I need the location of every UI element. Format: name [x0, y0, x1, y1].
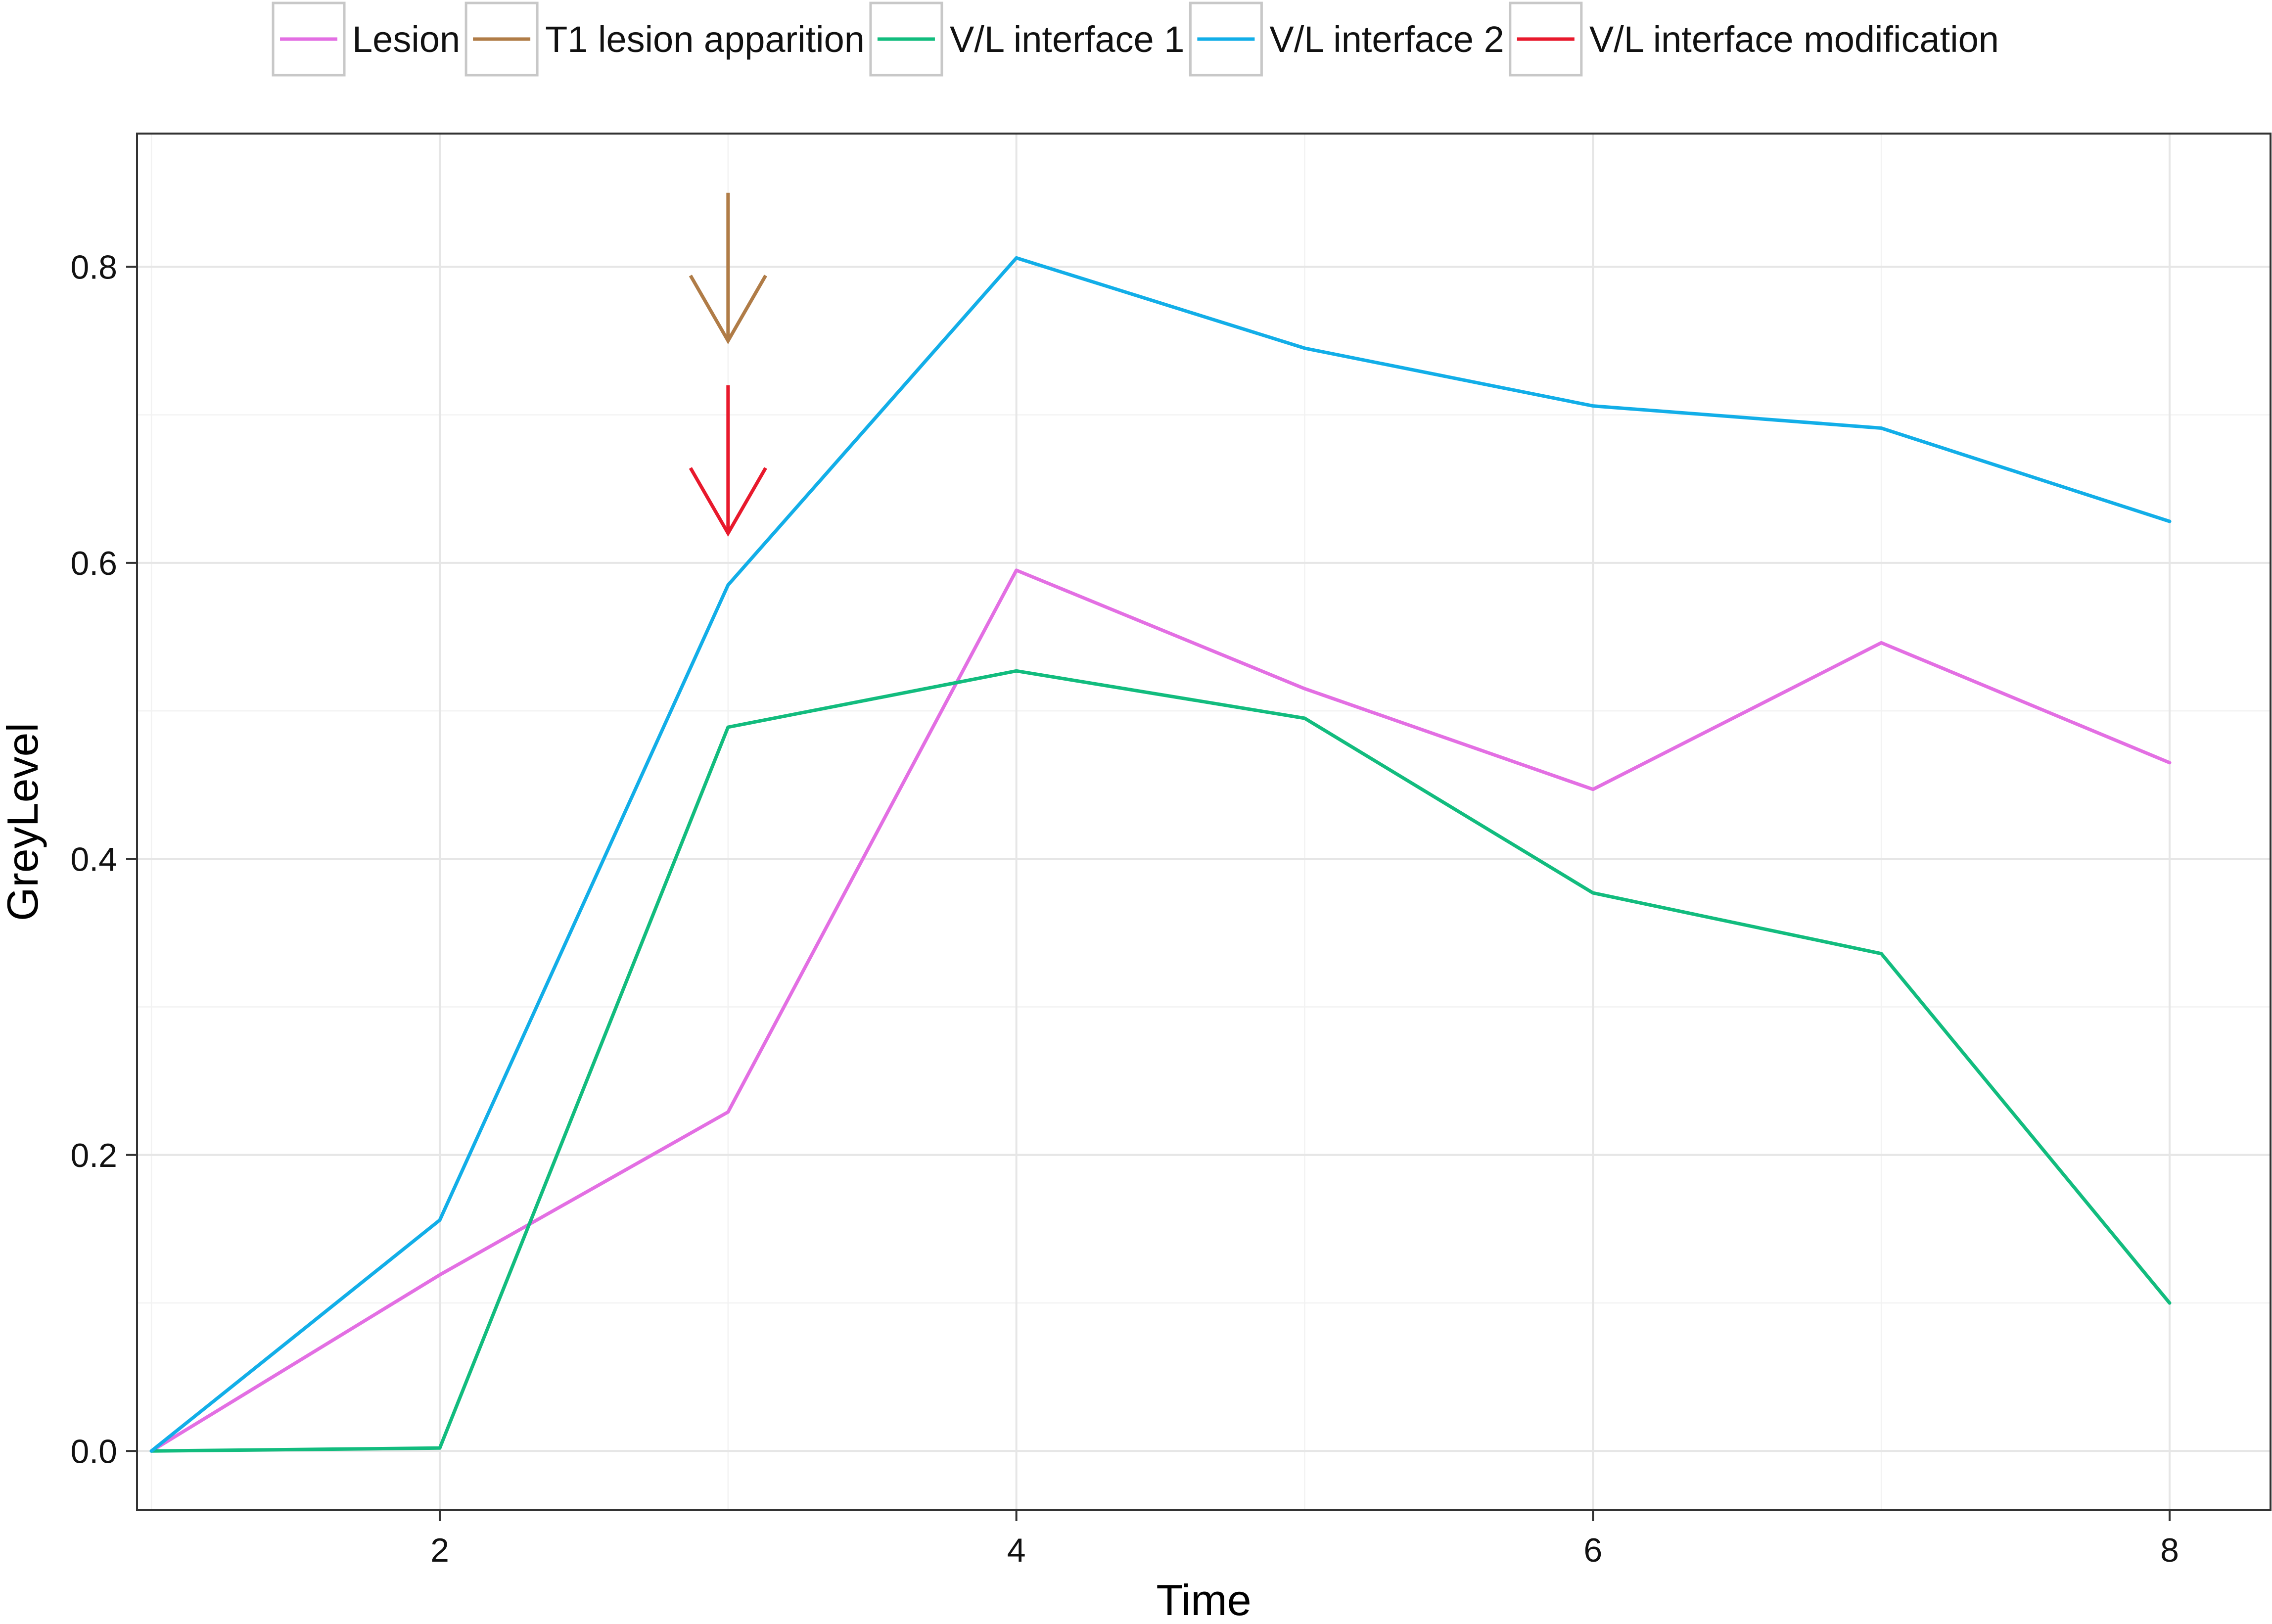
- x-tick-label: 6: [1583, 1531, 1602, 1569]
- legend: Lesion T1 lesion apparition V/L interface …: [272, 1, 1999, 77]
- series-layer: [149, 192, 2172, 1453]
- legend-label: V/L interface 2: [1269, 19, 1504, 60]
- y-axis-title: GreyLevel: [0, 723, 47, 921]
- arrow-v-l-interface-modification: [689, 385, 767, 537]
- x-axis: 2 4 6 8: [430, 1510, 2179, 1569]
- x-tick-label: 4: [1007, 1531, 1026, 1569]
- y-tick-label: 0.4: [70, 840, 117, 878]
- legend-label: T1 lesion apparition: [545, 19, 865, 60]
- legend-item-t1-lesion-apparition: T1 lesion apparition: [464, 1, 865, 77]
- legend-label: V/L interface modification: [1589, 19, 1999, 60]
- y-tick-label: 0.8: [70, 248, 117, 286]
- legend-item-v-l-interface-2: V/L interface 2: [1189, 1, 1504, 77]
- x-tick-label: 8: [2160, 1531, 2179, 1569]
- arrow-head: [689, 275, 767, 344]
- legend-item-lesion: Lesion: [272, 1, 460, 77]
- y-tick-label: 0.2: [70, 1137, 117, 1174]
- legend-item-v-l-interface-1: V/L interface 1: [869, 1, 1184, 77]
- y-axis: 0.0 0.2 0.4 0.6 0.8: [70, 248, 137, 1470]
- legend-item-v-l-interface-modification: V/L interface modification: [1509, 1, 1999, 77]
- arrow-head: [689, 467, 767, 537]
- arrow-t1-lesion-apparition: [689, 192, 767, 344]
- legend-label: V/L interface 1: [950, 19, 1184, 60]
- x-tick-label: 2: [430, 1531, 449, 1569]
- plot-area: [136, 133, 2272, 1511]
- series-line-v-l-interface-2: [149, 256, 2172, 1453]
- series-line-v-l-interface-1: [149, 669, 2172, 1453]
- legend-label: Lesion: [352, 19, 460, 60]
- plot-panel-background: [137, 134, 2271, 1510]
- x-axis-title: Time: [1156, 1576, 1251, 1622]
- y-tick-label: 0.0: [70, 1433, 117, 1470]
- series-line-lesion: [149, 568, 2172, 1453]
- y-tick-label: 0.6: [70, 545, 117, 582]
- plot-panel-border: [136, 133, 2272, 1511]
